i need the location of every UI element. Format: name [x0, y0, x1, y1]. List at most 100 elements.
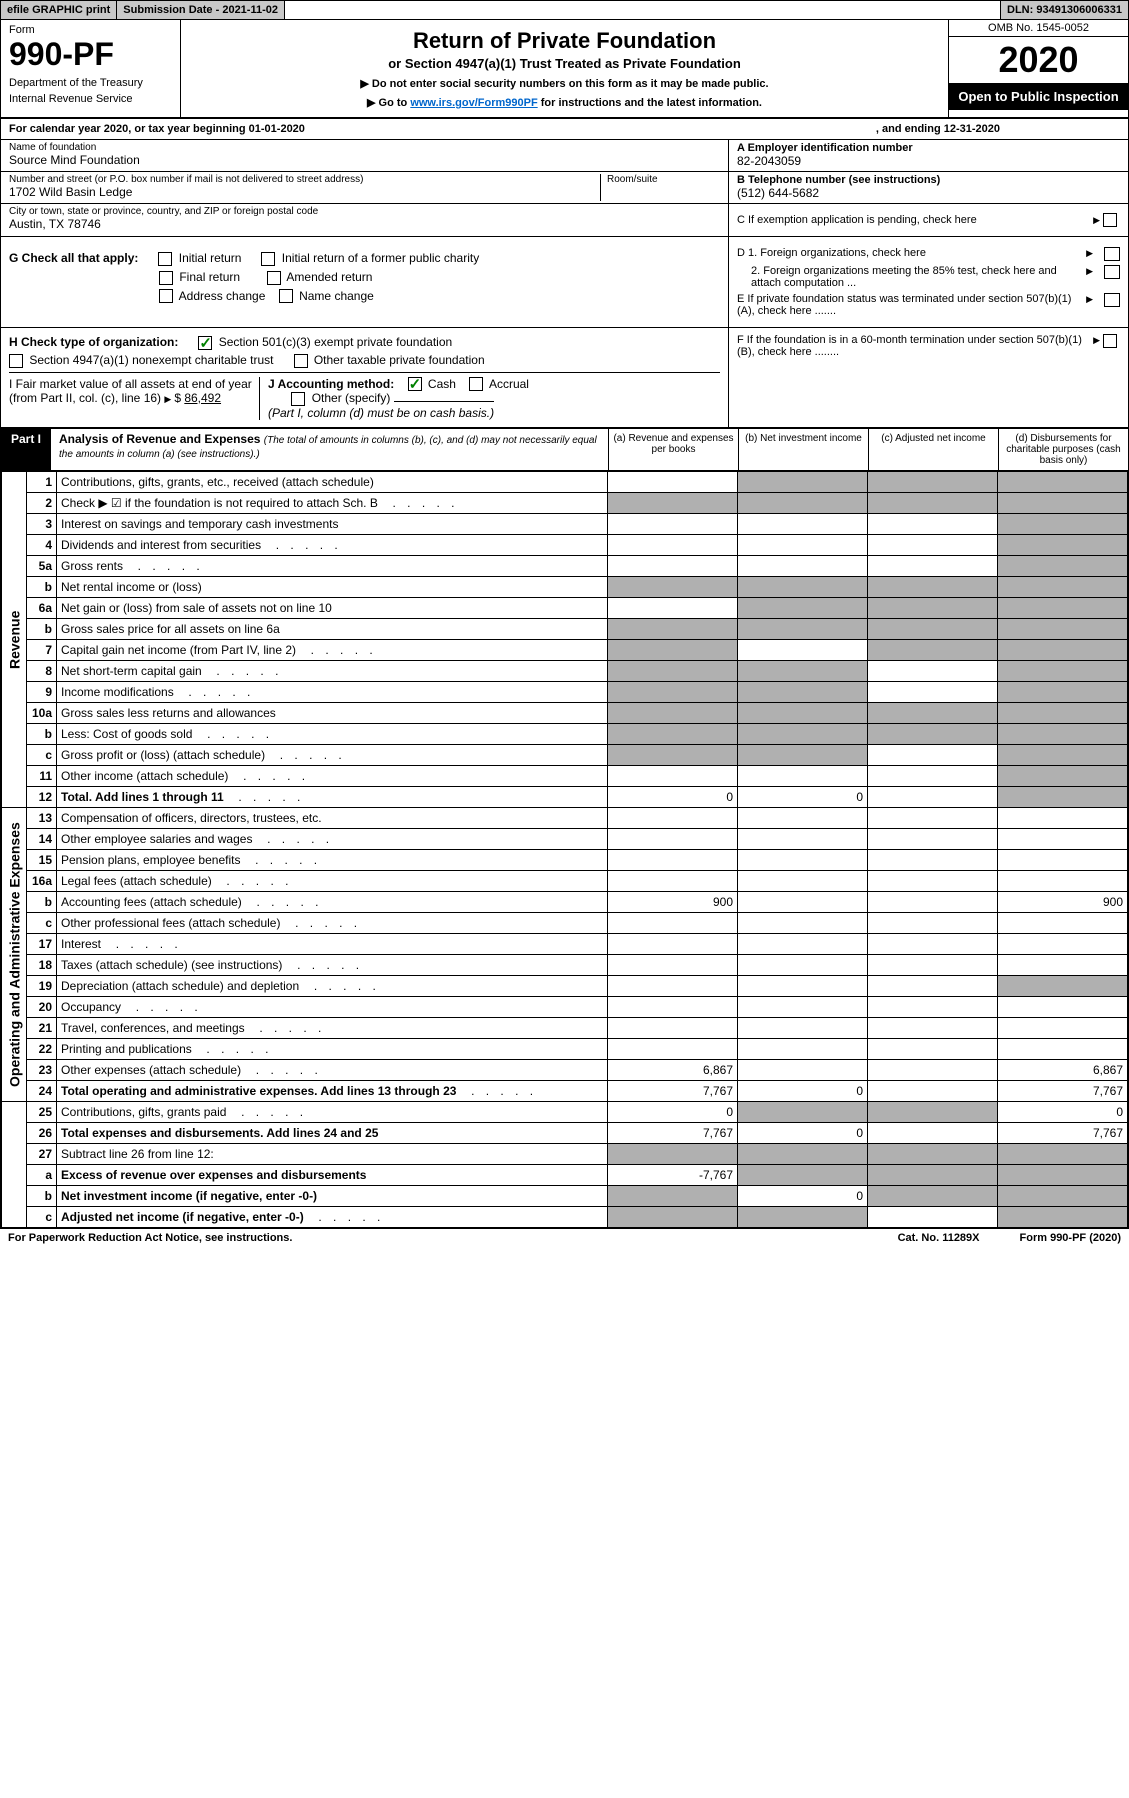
- value-cell: 0: [738, 1123, 868, 1144]
- value-cell: 7,767: [998, 1123, 1128, 1144]
- checkbox-initial-former[interactable]: [261, 252, 275, 266]
- checkbox-e[interactable]: [1104, 293, 1120, 307]
- checkbox-c[interactable]: [1103, 213, 1117, 227]
- checkbox-501c3[interactable]: [198, 336, 212, 350]
- col-d-header: (d) Disbursements for charitable purpose…: [998, 429, 1128, 470]
- section-f: F If the foundation is in a 60-month ter…: [728, 328, 1128, 427]
- revenue-sidebar: Revenue: [2, 472, 27, 808]
- value-cell: [738, 724, 868, 745]
- footer-form: Form 990-PF (2020): [1020, 1232, 1121, 1244]
- checkbox-d1[interactable]: [1104, 247, 1120, 261]
- line-description: Total expenses and disbursements. Add li…: [57, 1123, 608, 1144]
- table-row: 10aGross sales less returns and allowanc…: [2, 703, 1128, 724]
- value-cell: [868, 1186, 998, 1207]
- line-number: b: [27, 724, 57, 745]
- table-row: 16aLegal fees (attach schedule) . . . . …: [2, 871, 1128, 892]
- value-cell: [738, 850, 868, 871]
- value-cell: [608, 493, 738, 514]
- value-cell: [998, 997, 1128, 1018]
- line-description: Total operating and administrative expen…: [57, 1081, 608, 1102]
- table-row: 11Other income (attach schedule) . . . .…: [2, 766, 1128, 787]
- line-description: Gross profit or (loss) (attach schedule)…: [57, 745, 608, 766]
- value-cell: 0: [608, 787, 738, 808]
- value-cell: [998, 1144, 1128, 1165]
- checkbox-f[interactable]: [1103, 334, 1117, 348]
- checkbox-4947a1[interactable]: [9, 354, 23, 368]
- table-row: bNet rental income or (loss): [2, 577, 1128, 598]
- table-row: bAccounting fees (attach schedule) . . .…: [2, 892, 1128, 913]
- table-row: 23Other expenses (attach schedule) . . .…: [2, 1060, 1128, 1081]
- col-c-header: (c) Adjusted net income: [868, 429, 998, 470]
- footer-left: For Paperwork Reduction Act Notice, see …: [8, 1232, 292, 1244]
- checkbox-d2[interactable]: [1104, 265, 1120, 279]
- line-description: Net investment income (if negative, ente…: [57, 1186, 608, 1207]
- value-cell: [998, 871, 1128, 892]
- value-cell: [738, 598, 868, 619]
- value-cell: [738, 997, 868, 1018]
- part-1-title-cell: Analysis of Revenue and Expenses (The to…: [51, 429, 608, 470]
- checkbox-other-taxable[interactable]: [294, 354, 308, 368]
- line-number: 26: [27, 1123, 57, 1144]
- value-cell: [738, 976, 868, 997]
- value-cell: [998, 724, 1128, 745]
- value-cell: [868, 661, 998, 682]
- line-number: b: [27, 1186, 57, 1207]
- form-label: Form: [9, 24, 172, 36]
- value-cell: [608, 1207, 738, 1228]
- line-number: 8: [27, 661, 57, 682]
- checkbox-address-change[interactable]: [159, 289, 173, 303]
- table-row: cGross profit or (loss) (attach schedule…: [2, 745, 1128, 766]
- value-cell: [738, 556, 868, 577]
- form-link[interactable]: www.irs.gov/Form990PF: [410, 97, 537, 109]
- value-cell: [608, 682, 738, 703]
- value-cell: [608, 598, 738, 619]
- checkbox-name-change[interactable]: [279, 289, 293, 303]
- value-cell: 6,867: [998, 1060, 1128, 1081]
- col-b-header: (b) Net investment income: [738, 429, 868, 470]
- table-row: 19Depreciation (attach schedule) and dep…: [2, 976, 1128, 997]
- table-row: 14Other employee salaries and wages . . …: [2, 829, 1128, 850]
- efile-label[interactable]: efile GRAPHIC print: [1, 1, 117, 19]
- value-cell: [998, 808, 1128, 829]
- value-cell: [998, 619, 1128, 640]
- checkbox-accrual[interactable]: [469, 377, 483, 391]
- omb-number: OMB No. 1545-0052: [949, 20, 1128, 37]
- line-description: Printing and publications . . . . .: [57, 1039, 608, 1060]
- line-number: 7: [27, 640, 57, 661]
- value-cell: [608, 472, 738, 493]
- line-description: Capital gain net income (from Part IV, l…: [57, 640, 608, 661]
- value-cell: [998, 913, 1128, 934]
- line-description: Gross sales less returns and allowances: [57, 703, 608, 724]
- expenses-sidebar: Operating and Administrative Expenses: [2, 808, 27, 1102]
- calendar-year-row: For calendar year 2020, or tax year begi…: [1, 119, 1128, 140]
- line-description: Travel, conferences, and meetings . . . …: [57, 1018, 608, 1039]
- checkbox-final-return[interactable]: [159, 271, 173, 285]
- value-cell: [738, 493, 868, 514]
- value-cell: [608, 724, 738, 745]
- checkbox-other-method[interactable]: [291, 392, 305, 406]
- value-cell: [998, 661, 1128, 682]
- line-description: Net rental income or (loss): [57, 577, 608, 598]
- value-cell: [998, 472, 1128, 493]
- value-cell: [738, 682, 868, 703]
- line-number: 25: [27, 1102, 57, 1123]
- checkbox-amended[interactable]: [267, 271, 281, 285]
- value-cell: [868, 1144, 998, 1165]
- table-row: 2Check ▶ ☑ if the foundation is not requ…: [2, 493, 1128, 514]
- checkbox-initial-return[interactable]: [158, 252, 172, 266]
- address-cell: Number and street (or P.O. box number if…: [1, 172, 728, 204]
- line-description: Gross sales price for all assets on line…: [57, 619, 608, 640]
- value-cell: -7,767: [608, 1165, 738, 1186]
- line-description: Occupancy . . . . .: [57, 997, 608, 1018]
- value-cell: [608, 556, 738, 577]
- checkbox-cash[interactable]: [408, 377, 422, 391]
- line-number: 20: [27, 997, 57, 1018]
- value-cell: [998, 976, 1128, 997]
- value-cell: [868, 871, 998, 892]
- table-row: 17Interest . . . . .: [2, 934, 1128, 955]
- line-number: 1: [27, 472, 57, 493]
- value-cell: [998, 829, 1128, 850]
- info-block: Name of foundation Source Mind Foundatio…: [1, 140, 1128, 237]
- value-cell: [998, 934, 1128, 955]
- line-number: 17: [27, 934, 57, 955]
